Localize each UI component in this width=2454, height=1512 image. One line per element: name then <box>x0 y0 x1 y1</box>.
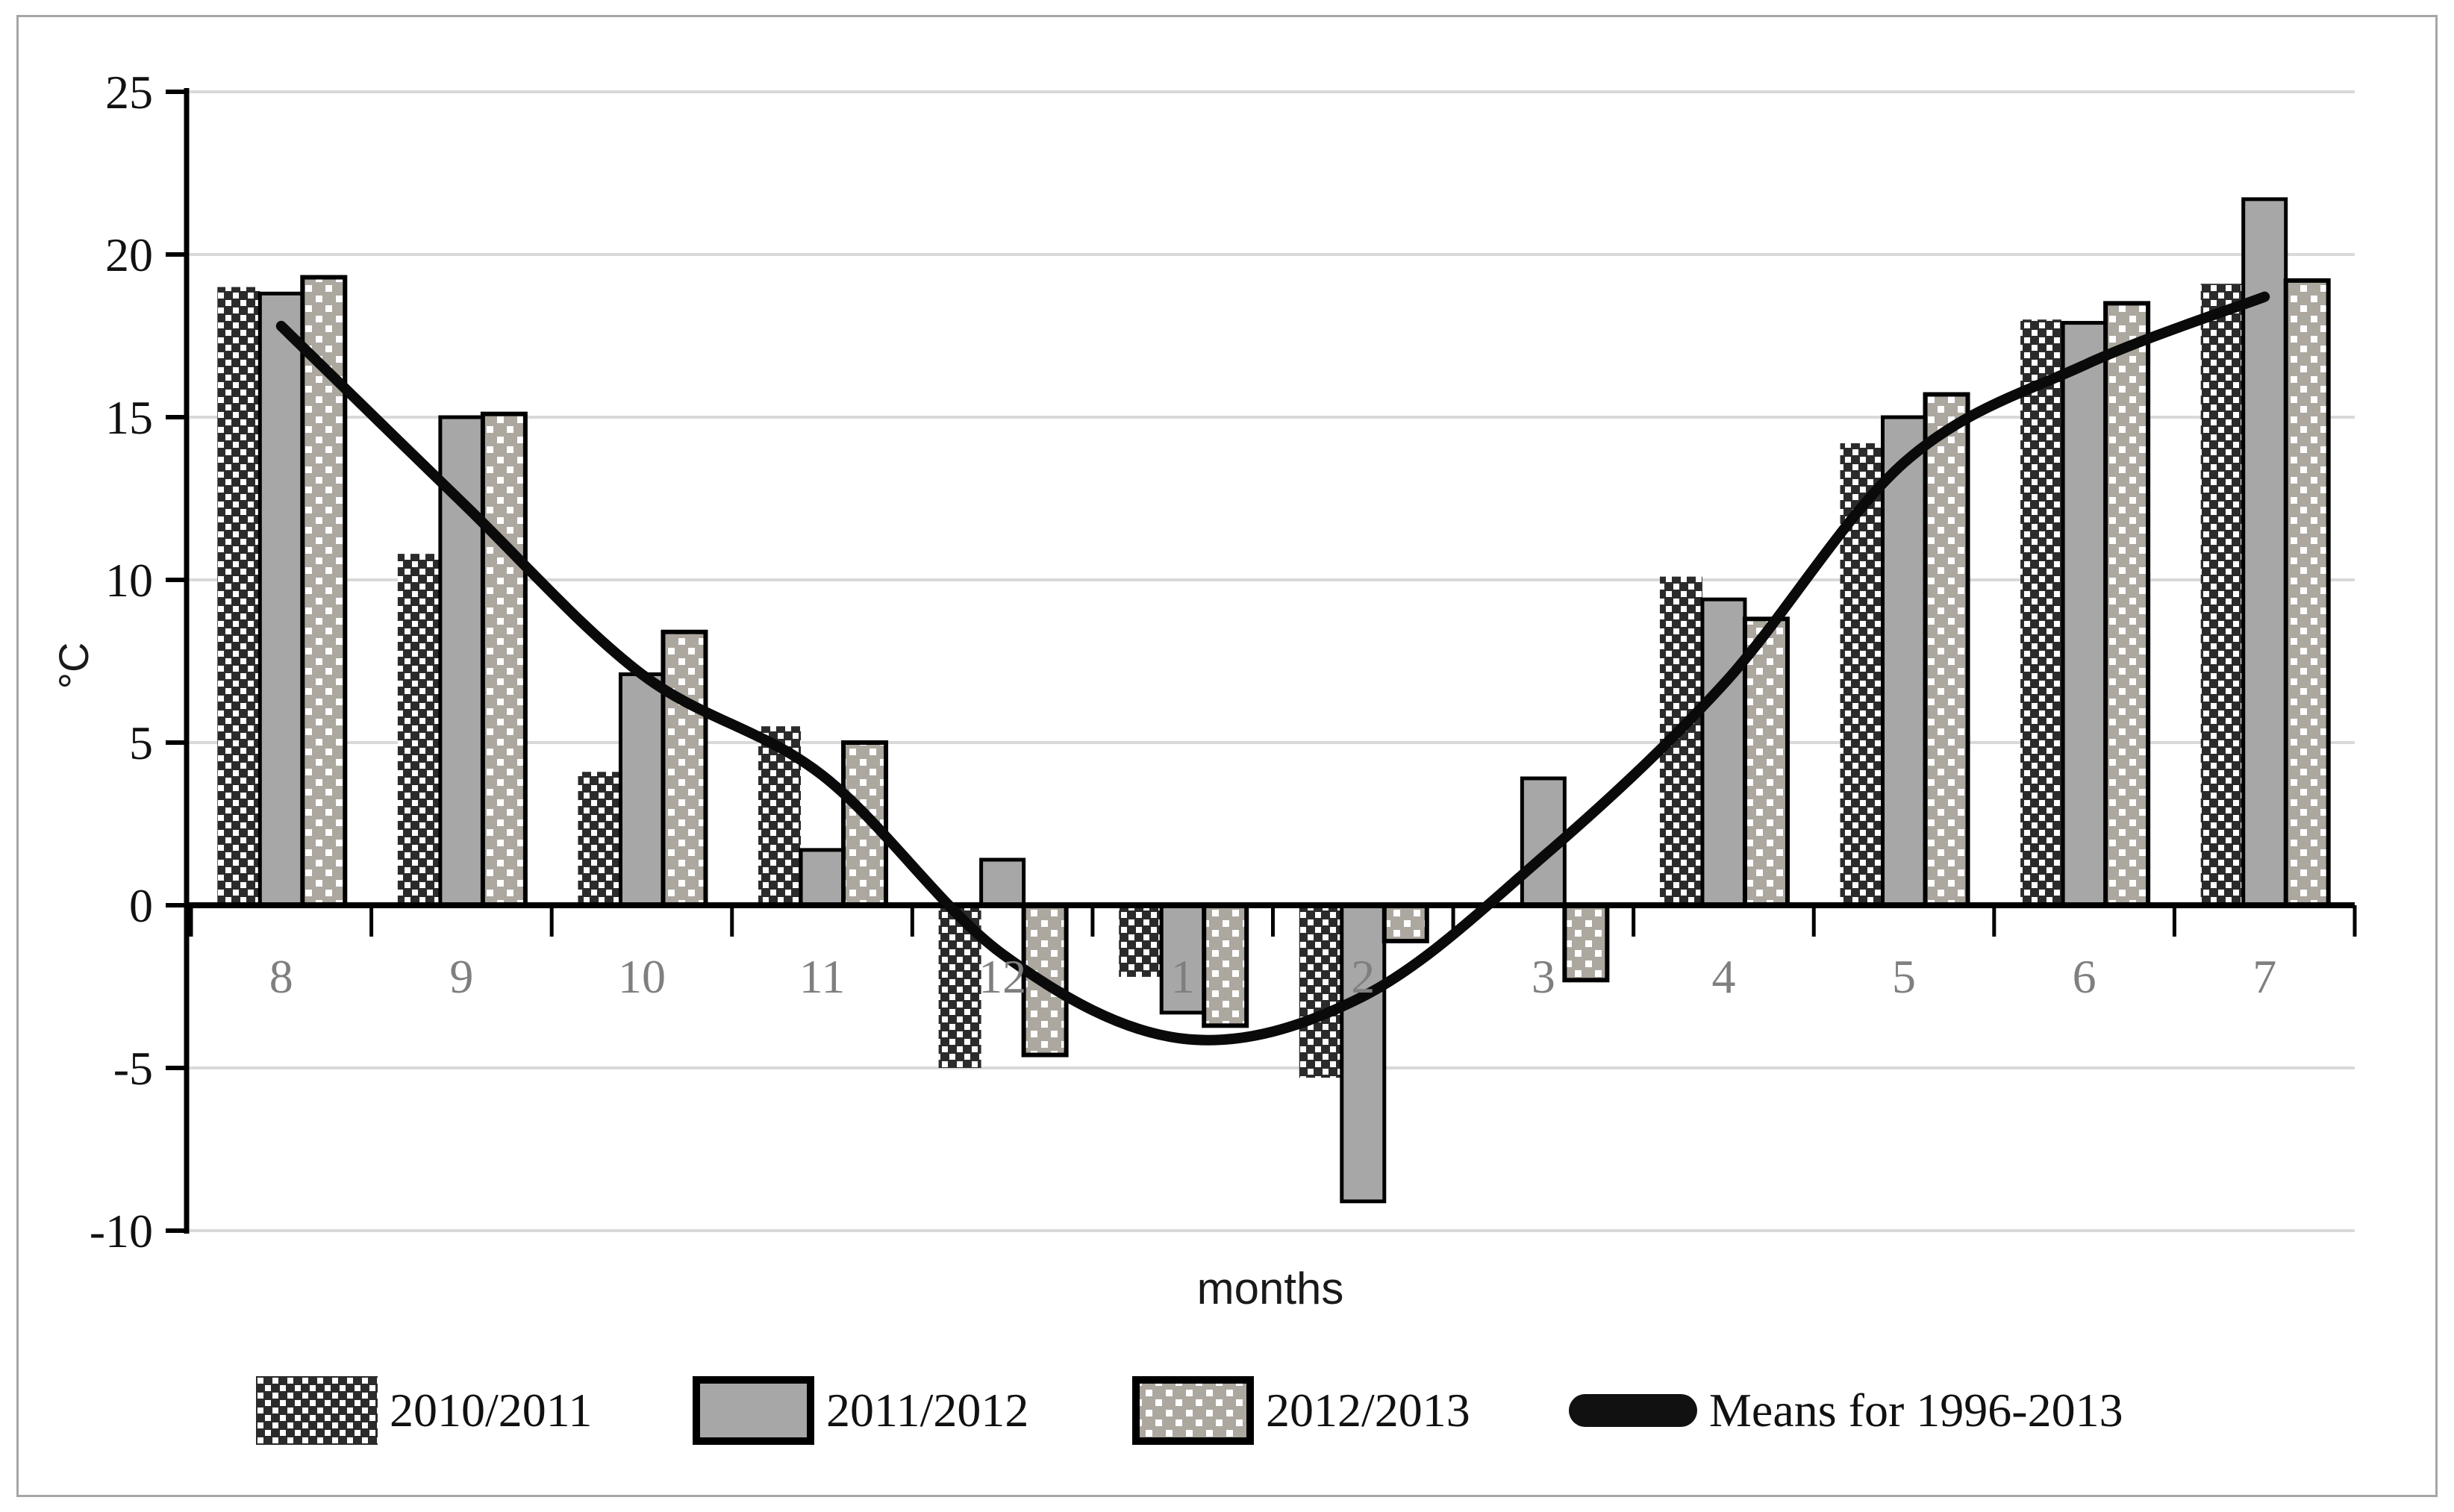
chart-outer-border <box>16 15 2438 1497</box>
bar-2011-2012-m6 <box>2061 321 2108 907</box>
y-tick-label-25: 25 <box>105 66 153 119</box>
y-tick-label-20: 20 <box>105 228 153 281</box>
legend-label: 2010/2011 <box>390 1384 593 1437</box>
gridlines <box>187 90 2355 1232</box>
axes <box>166 88 2357 1234</box>
y-tick-label-15: 15 <box>105 391 153 444</box>
bar-2010-2011-m10 <box>578 772 621 905</box>
y-tick-label-0: 0 <box>129 879 153 932</box>
x-tick-label-11: 11 <box>799 950 846 1003</box>
bar-2012-2013-m6 <box>2103 301 2151 907</box>
bar-2012-2013-m4 <box>1742 616 1790 907</box>
bar-2012-2013-m5 <box>1923 392 1970 907</box>
legend-label: 2012/2013 <box>1266 1384 1470 1437</box>
bar-groups <box>217 197 2331 1204</box>
legend-item-2010-2011: 2010/2011 <box>256 1372 592 1449</box>
x-tick-label-9: 9 <box>449 950 473 1003</box>
bar-2011-2012-m4 <box>1700 597 1747 907</box>
bar-2011-2012-m12 <box>979 857 1026 907</box>
bar-2010-2011-m2 <box>1299 905 1342 1078</box>
legend-label: Means for 1996-2013 <box>1709 1384 2123 1437</box>
bar-2011-2012-m2 <box>1340 903 1387 1204</box>
x-tick-label-8: 8 <box>269 950 293 1003</box>
bar-2012-2013-m3 <box>1562 903 1610 983</box>
legend: 2010/2011 2011/2012 2012/2013 Means for … <box>0 1372 2454 1454</box>
bar-2012-2013-m2 <box>1381 903 1429 943</box>
bar-2010-2011-m6 <box>2020 319 2064 905</box>
bar-2012-2013-m7 <box>2283 278 2331 907</box>
x-tick-label-7: 7 <box>2252 950 2276 1003</box>
x-tick-label-5: 5 <box>1892 950 1916 1003</box>
bar-2011-2012-m10 <box>618 672 665 907</box>
legend-item-2012-2013: 2012/2013 <box>1132 1372 1470 1449</box>
x-tick-label-12: 12 <box>978 950 1026 1003</box>
bar-2011-2012-m11 <box>799 848 846 907</box>
bar-2012-2013-m1 <box>1202 903 1249 1028</box>
y-tick-label-5: 5 <box>129 716 153 769</box>
y-tick-label--10: -10 <box>90 1205 153 1258</box>
mean-line-layer <box>275 291 2270 1046</box>
y-tick-label-10: 10 <box>105 554 153 607</box>
x-tick-label-1: 1 <box>1171 950 1195 1003</box>
bar-2010-2011-m8 <box>217 287 260 906</box>
x-tick-label-6: 6 <box>2073 950 2096 1003</box>
y-axis-title: °C <box>49 642 97 690</box>
mean-line <box>275 291 2270 1046</box>
x-tick-label-4: 4 <box>1711 950 1735 1003</box>
bar-2012-2013-m9 <box>480 411 528 907</box>
bar-2012-2013-m10 <box>661 629 708 907</box>
legend-item-means: Means for 1996-2013 <box>1569 1372 2123 1449</box>
x-tick-label-3: 3 <box>1532 950 1555 1003</box>
bar-2011-2012-m8 <box>257 291 305 907</box>
bar-2010-2011-m7 <box>2200 284 2244 905</box>
bar-2010-2011-m9 <box>397 554 440 905</box>
legend-swatch-gray-icon <box>693 1376 814 1445</box>
legend-label: 2011/2012 <box>826 1384 1029 1437</box>
x-tick-label-2: 2 <box>1351 950 1375 1003</box>
legend-line-sample-icon <box>1569 1394 1697 1427</box>
legend-swatch-dotted-icon <box>1132 1376 1254 1445</box>
x-axis-title: months <box>1196 1263 1344 1313</box>
legend-swatch-checker-icon <box>256 1376 378 1445</box>
bar-2012-2013-m11 <box>841 740 889 907</box>
y-tick-label--5: -5 <box>113 1042 153 1095</box>
x-tick-label-10: 10 <box>618 950 666 1003</box>
bar-2011-2012-m5 <box>1881 415 1928 907</box>
legend-item-2011-2012: 2011/2012 <box>693 1372 1028 1449</box>
bar-2010-2011-m1 <box>1119 905 1162 977</box>
